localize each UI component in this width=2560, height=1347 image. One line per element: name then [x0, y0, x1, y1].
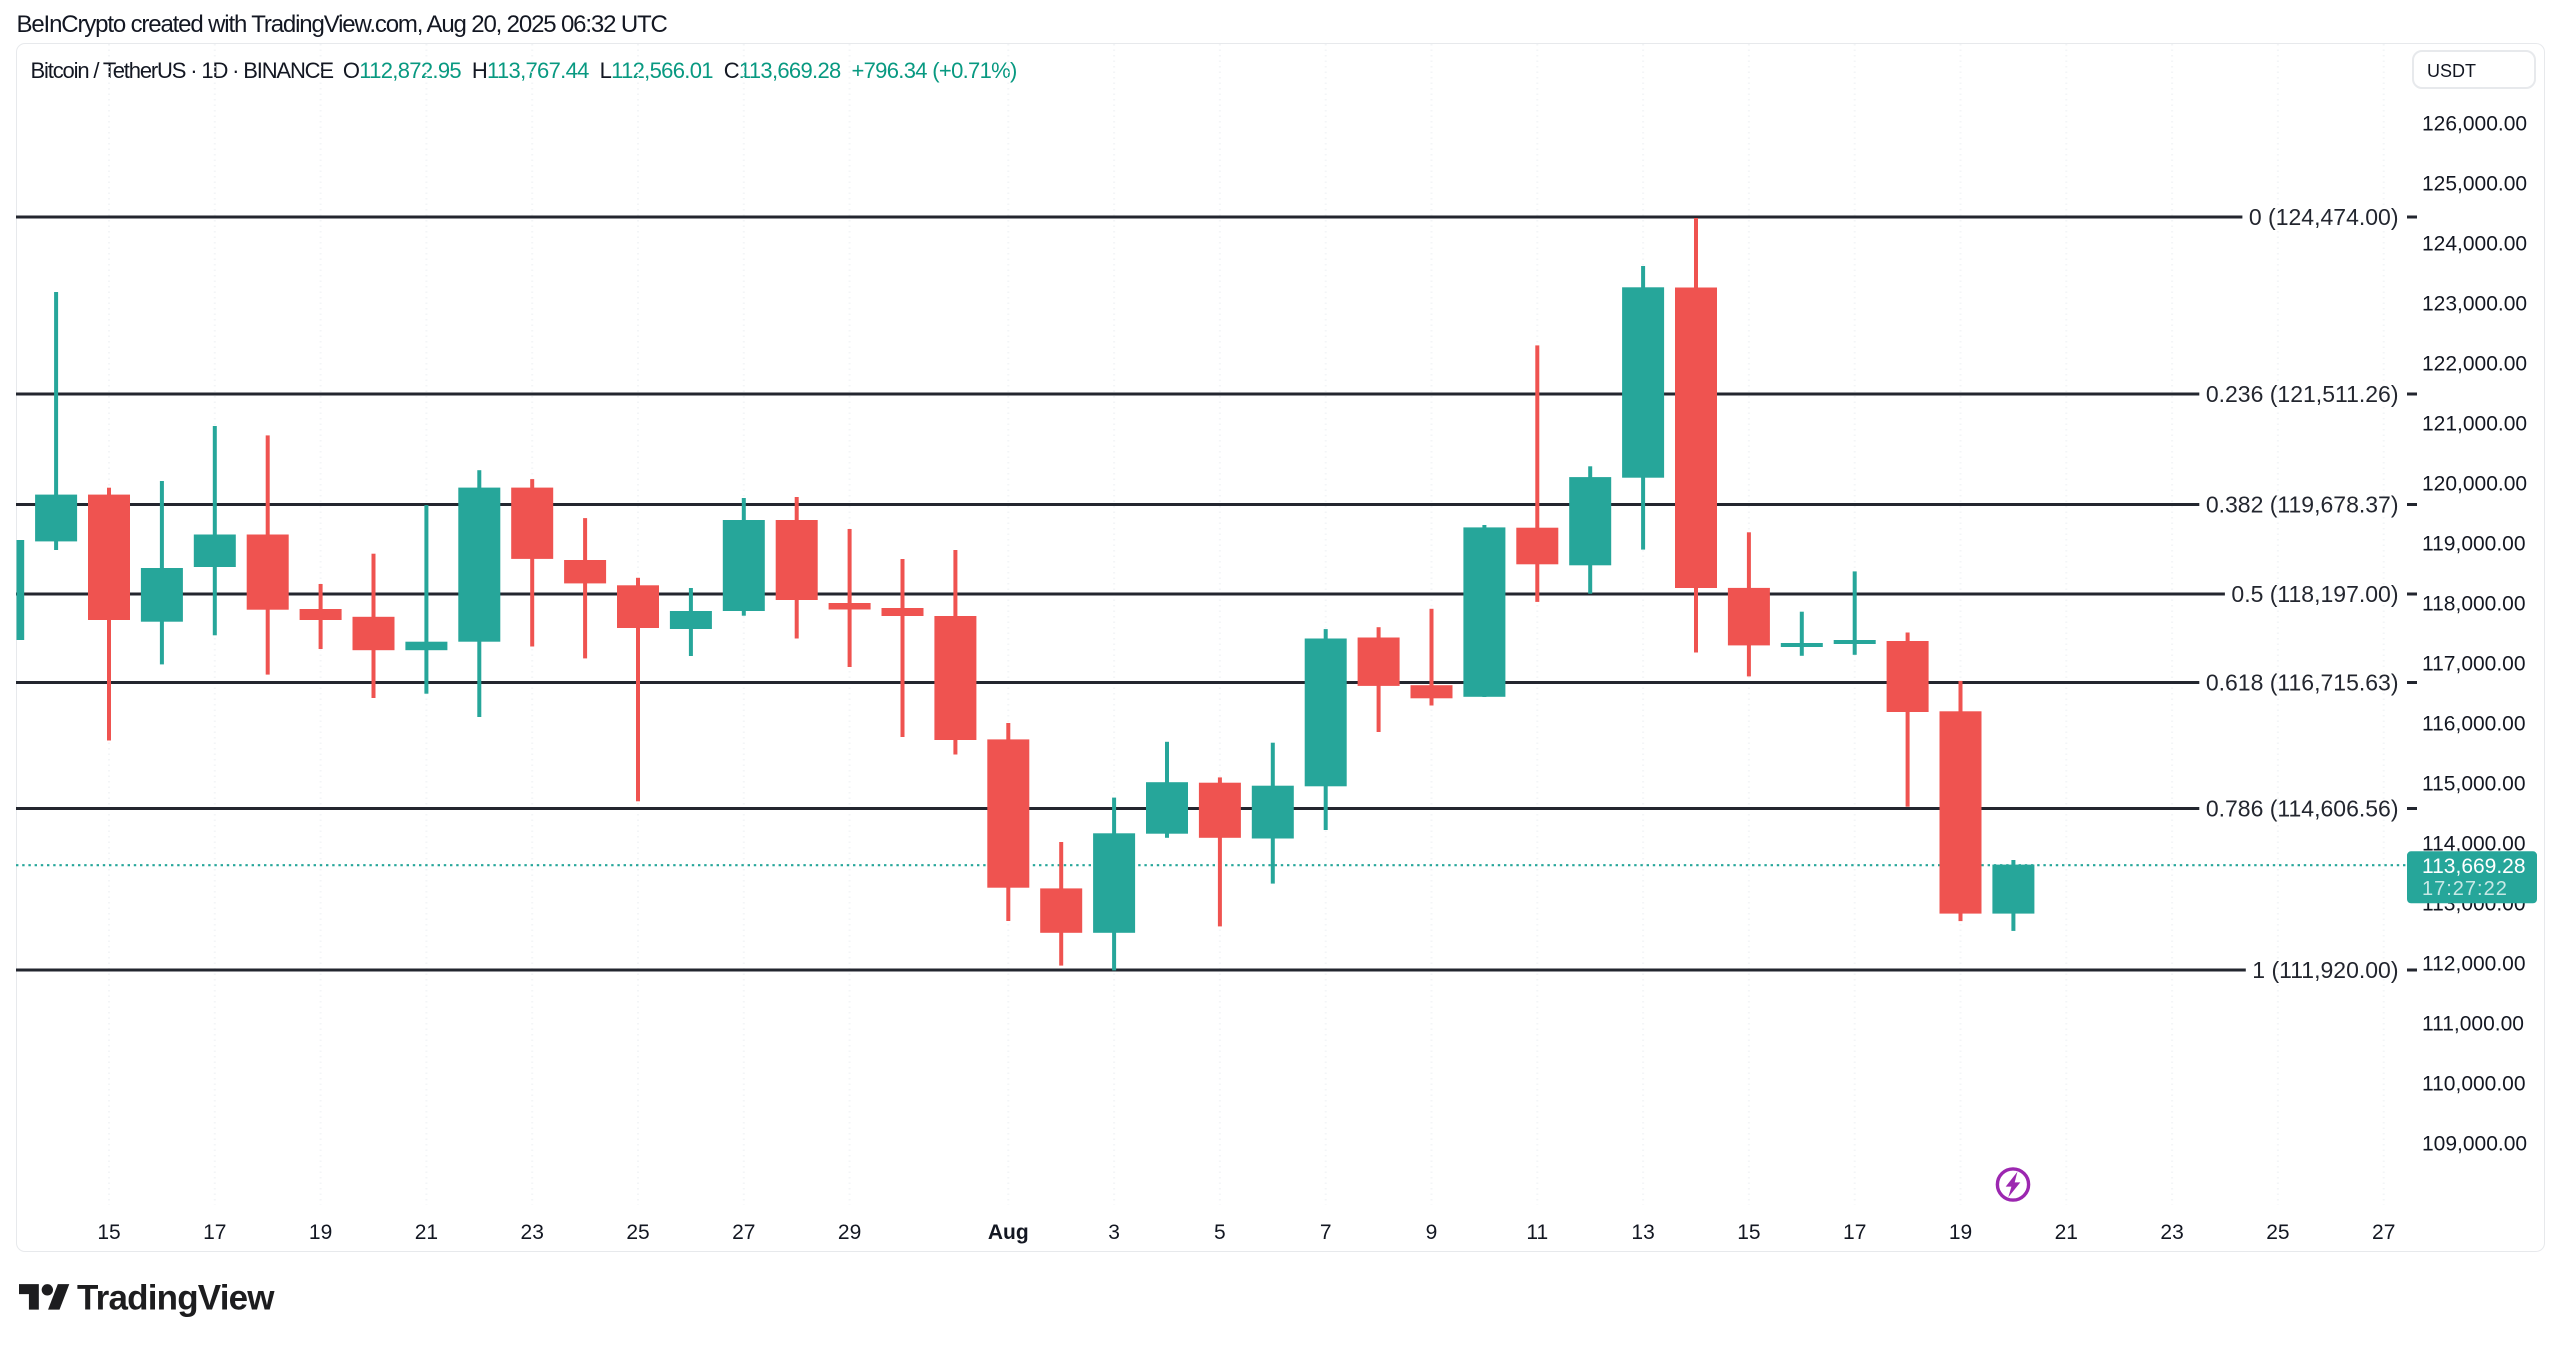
svg-text:110,000.00: 110,000.00	[2422, 1073, 2526, 1096]
svg-text:17:27:22: 17:27:22	[2422, 878, 2508, 900]
svg-text:120,000.00: 120,000.00	[2422, 473, 2527, 496]
svg-text:0.618 (116,715.63): 0.618 (116,715.63)	[2206, 670, 2399, 696]
svg-text:126,000.00: 126,000.00	[2422, 113, 2527, 136]
svg-text:21: 21	[415, 1221, 438, 1244]
svg-text:0.786 (114,606.56): 0.786 (114,606.56)	[2206, 796, 2399, 822]
svg-text:11: 11	[1526, 1221, 1548, 1244]
svg-text:15: 15	[1737, 1221, 1760, 1244]
svg-text:115,000.00: 115,000.00	[2422, 773, 2526, 796]
svg-text:0 (124,474.00): 0 (124,474.00)	[2249, 204, 2399, 230]
svg-text:29: 29	[838, 1221, 861, 1244]
svg-text:123,000.00: 123,000.00	[2422, 293, 2527, 316]
svg-text:23: 23	[521, 1221, 544, 1244]
svg-text:118,000.00: 118,000.00	[2422, 593, 2526, 616]
svg-text:121,000.00: 121,000.00	[2422, 413, 2527, 436]
svg-text:114,000.00: 114,000.00	[2422, 833, 2526, 856]
svg-text:0.5 (118,197.00): 0.5 (118,197.00)	[2231, 581, 2398, 607]
svg-text:TradingView: TradingView	[77, 1279, 275, 1318]
svg-text:113,669.28: 113,669.28	[2422, 855, 2526, 878]
svg-text:5: 5	[1214, 1221, 1226, 1244]
svg-text:7: 7	[1320, 1221, 1332, 1244]
svg-text:19: 19	[1949, 1221, 1972, 1244]
svg-text:21: 21	[2055, 1221, 2078, 1244]
svg-text:15: 15	[97, 1221, 120, 1244]
svg-text:124,000.00: 124,000.00	[2422, 233, 2527, 256]
svg-text:111,000.00: 111,000.00	[2422, 1013, 2524, 1036]
svg-text:23: 23	[2160, 1221, 2183, 1244]
svg-text:125,000.00: 125,000.00	[2422, 173, 2527, 196]
svg-text:9: 9	[1426, 1221, 1438, 1244]
svg-text:109,000.00: 109,000.00	[2422, 1133, 2527, 1156]
svg-text:116,000.00: 116,000.00	[2422, 713, 2526, 736]
svg-text:117,000.00: 117,000.00	[2422, 653, 2526, 676]
svg-text:0.236 (121,511.26): 0.236 (121,511.26)	[2206, 381, 2399, 407]
svg-text:17: 17	[203, 1221, 226, 1244]
svg-text:Aug: Aug	[988, 1221, 1029, 1244]
svg-text:25: 25	[626, 1221, 649, 1244]
svg-text:119,000.00: 119,000.00	[2422, 533, 2526, 556]
svg-text:19: 19	[309, 1221, 332, 1244]
svg-text:122,000.00: 122,000.00	[2422, 353, 2527, 376]
svg-text:27: 27	[732, 1221, 755, 1244]
svg-text:3: 3	[1108, 1221, 1120, 1244]
svg-text:25: 25	[2266, 1221, 2289, 1244]
svg-text:27: 27	[2372, 1221, 2395, 1244]
svg-text:13: 13	[1631, 1221, 1654, 1244]
svg-text:1 (111,920.00): 1 (111,920.00)	[2252, 957, 2398, 983]
svg-text:112,000.00: 112,000.00	[2422, 953, 2526, 976]
svg-text:17: 17	[1843, 1221, 1866, 1244]
svg-text:0.382 (119,678.37): 0.382 (119,678.37)	[2206, 492, 2399, 518]
